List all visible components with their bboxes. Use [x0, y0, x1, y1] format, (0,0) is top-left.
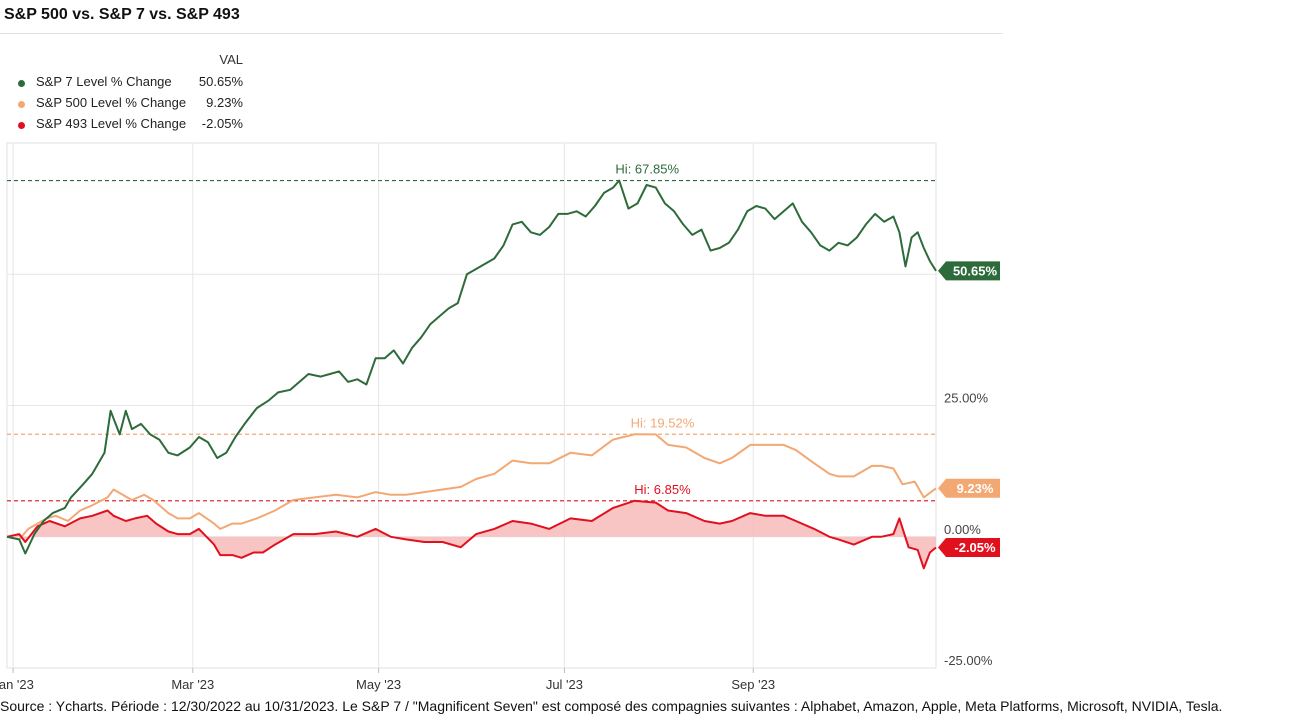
end-value-label: 9.23%	[957, 481, 994, 496]
x-tick-label: Jul '23	[546, 677, 583, 692]
x-tick-label: Mar '23	[171, 677, 214, 692]
chart-title: S&P 500 vs. S&P 7 vs. S&P 493	[4, 6, 240, 23]
legend-item-sp500[interactable]: S&P 500 Level % Change 9.23%	[14, 94, 254, 115]
high-label: Hi: 6.85%	[634, 482, 691, 497]
legend-series-name: S&P 493 Level % Change	[36, 116, 187, 131]
end-value-tag	[938, 538, 1000, 558]
legend-series-value: 9.23%	[206, 95, 243, 110]
end-value-tag	[938, 261, 1000, 281]
legend-item-sp7[interactable]: S&P 7 Level % Change 50.65%	[14, 73, 254, 94]
legend-series-value: -2.05%	[201, 116, 243, 131]
y-tick-label: -25.00%	[944, 653, 993, 668]
legend-dot-icon	[18, 80, 25, 87]
x-tick-label: May '23	[356, 677, 401, 692]
series-line	[6, 499, 937, 570]
end-value-tag	[938, 478, 1000, 498]
y-tick-label: 0.00%	[944, 522, 981, 537]
legend-dot-icon	[18, 101, 25, 108]
legend-item-sp493[interactable]: S&P 493 Level % Change -2.05%	[14, 115, 254, 136]
sp493-area	[7, 500, 936, 569]
high-label: Hi: 19.52%	[631, 415, 695, 430]
x-tick-label: Jan '23	[0, 677, 34, 692]
legend-series-name: S&P 500 Level % Change	[36, 95, 187, 110]
series-line	[6, 433, 937, 541]
legend-dot-icon	[18, 122, 25, 129]
title-divider	[0, 33, 1003, 34]
source-note: Source : Ycharts. Période : 12/30/2022 a…	[0, 698, 1223, 714]
legend-value-header: VAL	[219, 52, 243, 67]
series-line	[6, 179, 937, 555]
legend-series-name: S&P 7 Level % Change	[36, 74, 172, 89]
legend-series-value: 50.65%	[198, 74, 243, 89]
y-tick-label: 25.00%	[944, 391, 989, 406]
x-tick-label: Sep '23	[731, 677, 775, 692]
end-value-label: -2.05%	[954, 540, 996, 555]
high-label: Hi: 67.85%	[615, 162, 679, 177]
chart-legend: VAL S&P 7 Level % Change 50.65% S&P 500 …	[14, 52, 254, 136]
end-value-label: 50.65%	[953, 263, 998, 278]
